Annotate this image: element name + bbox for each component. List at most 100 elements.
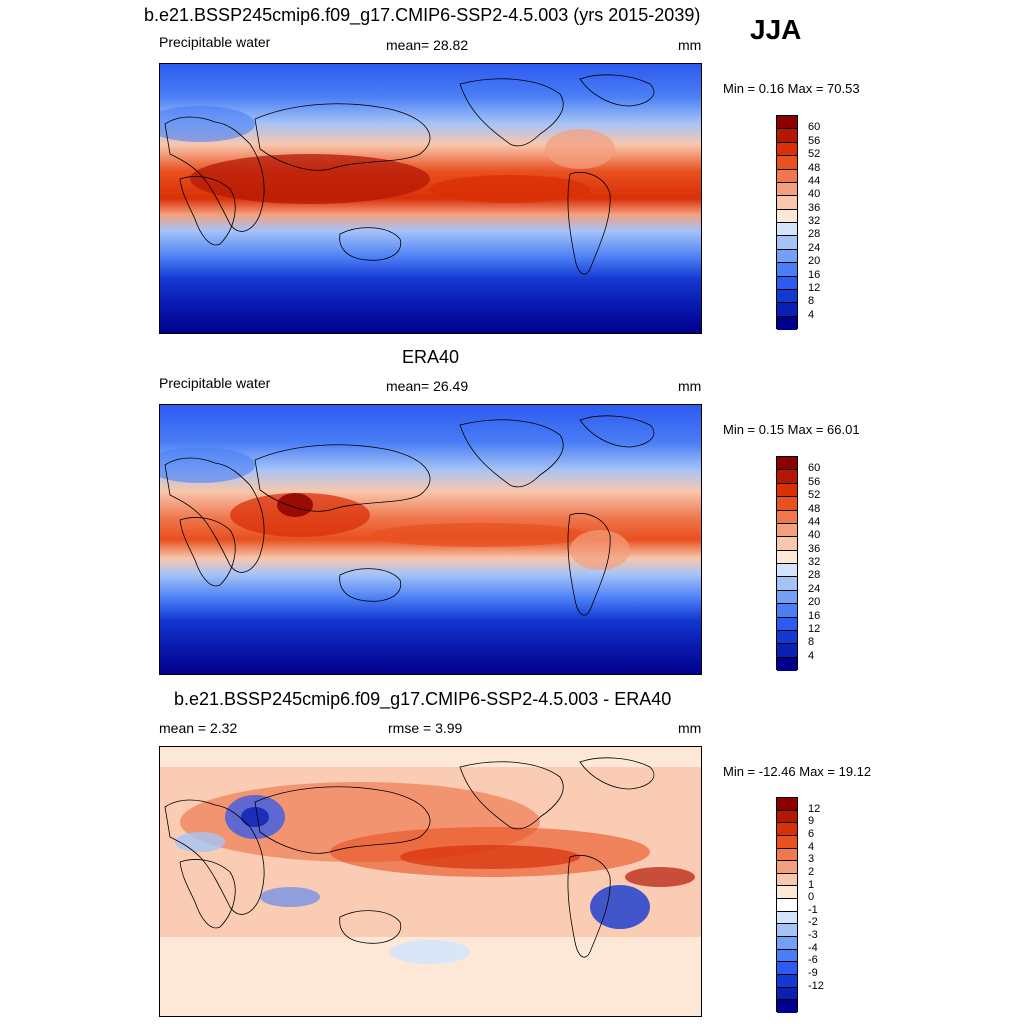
- colorbar-segment: [777, 617, 797, 631]
- panel1-mean-label: mean= 28.82: [386, 37, 469, 53]
- colorbar-segment: [777, 483, 797, 498]
- colorbar-tick-label: 24: [808, 582, 821, 595]
- colorbar-segment: [777, 510, 797, 524]
- colorbar-segment: [777, 657, 797, 671]
- colorbar-tick-label: 12: [808, 281, 821, 294]
- colorbar-segment: [777, 810, 797, 824]
- panel2-colorbar: [776, 456, 798, 671]
- colorbar-tick-label: 40: [808, 188, 821, 201]
- colorbar-tick-label: 48: [808, 161, 821, 174]
- colorbar-tick-label: 9: [808, 815, 815, 828]
- colorbar-segment: [777, 899, 797, 912]
- colorbar-tick-label: 12: [808, 622, 821, 635]
- colorbar-segment: [777, 886, 797, 900]
- colorbar-tick-label: -4: [808, 941, 818, 954]
- panel3-coastlines: [164, 757, 655, 958]
- colorbar-segment: [777, 937, 797, 950]
- colorbar-segment: [777, 962, 797, 975]
- colorbar-tick-label: 56: [808, 134, 821, 147]
- colorbar-segment: [777, 457, 797, 471]
- colorbar-tick-label: 40: [808, 529, 821, 542]
- colorbar-segment: [777, 564, 797, 578]
- colorbar-segment: [777, 142, 797, 157]
- colorbar-segment: [777, 949, 797, 963]
- panel1-colorbar: [776, 115, 798, 330]
- colorbar-segment: [777, 316, 797, 330]
- colorbar-tick-label: 8: [808, 636, 815, 649]
- colorbar-segment: [777, 861, 797, 874]
- colorbar-tick-label: 56: [808, 475, 821, 488]
- panel3-colorbar: [776, 797, 798, 1013]
- colorbar-tick-label: 48: [808, 502, 821, 515]
- colorbar-segment: [777, 289, 797, 304]
- colorbar-segment: [777, 873, 797, 887]
- panel1-coastlines: [164, 74, 655, 275]
- colorbar-tick-label: 20: [808, 596, 821, 609]
- colorbar-segment: [777, 182, 797, 197]
- colorbar-segment: [777, 848, 797, 862]
- colorbar-tick-label: 4: [808, 308, 815, 321]
- colorbar-segment: [777, 550, 797, 564]
- colorbar-tick-label: -9: [808, 967, 818, 980]
- colorbar-segment: [777, 276, 797, 290]
- colorbar-tick-label: 2: [808, 865, 815, 878]
- colorbar-segment: [777, 196, 797, 210]
- colorbar-segment: [777, 263, 797, 277]
- panel1-units-label: mm: [678, 37, 702, 53]
- panel3-units-label: mm: [678, 720, 702, 736]
- colorbar-tick-label: -12: [808, 979, 824, 992]
- colorbar-tick-label: 12: [808, 802, 821, 815]
- colorbar-tick-label: 8: [808, 295, 815, 308]
- panel2-variable-label: Precipitable water: [159, 375, 271, 391]
- colorbar-segment: [777, 223, 797, 237]
- panel2-map: [159, 404, 702, 675]
- colorbar-segment: [777, 590, 797, 605]
- colorbar-segment: [777, 823, 797, 836]
- colorbar-tick-label: 6: [808, 827, 815, 840]
- colorbar-tick-label: -2: [808, 916, 818, 929]
- colorbar-segment: [777, 577, 797, 591]
- colorbar-segment: [777, 209, 797, 223]
- panel2-minmax-label: Min = 0.15 Max = 66.01: [723, 422, 860, 437]
- colorbar-tick-label: -6: [808, 954, 818, 967]
- colorbar-tick-label: 4: [808, 840, 815, 853]
- colorbar-tick-label: -3: [808, 929, 818, 942]
- colorbar-segment: [777, 497, 797, 511]
- colorbar-segment: [777, 236, 797, 250]
- colorbar-tick-label: 32: [808, 215, 821, 227]
- panel3-minmax-label: Min = -12.46 Max = 19.12: [723, 764, 872, 779]
- colorbar-segment: [777, 911, 797, 925]
- colorbar-segment: [777, 156, 797, 170]
- colorbar-segment: [777, 470, 797, 484]
- colorbar-segment: [777, 987, 797, 1001]
- colorbar-tick-label: 60: [808, 121, 821, 134]
- colorbar-segment: [777, 1000, 797, 1013]
- colorbar-tick-label: 16: [808, 609, 821, 622]
- panel2-units-label: mm: [678, 378, 702, 394]
- colorbar-segment: [777, 523, 797, 538]
- colorbar-tick-label: 20: [808, 255, 821, 268]
- colorbar-tick-label: 36: [808, 201, 821, 214]
- colorbar-segment: [777, 644, 797, 658]
- colorbar-segment: [777, 630, 797, 645]
- colorbar-tick-label: 1: [808, 878, 815, 891]
- colorbar-tick-label: 36: [808, 542, 821, 555]
- colorbar-tick-label: 52: [808, 489, 821, 502]
- panel3-rmse-label: rmse = 3.99: [388, 720, 463, 736]
- panel3-map: [159, 746, 702, 1017]
- colorbar-segment: [777, 974, 797, 988]
- panel1-minmax-label: Min = 0.16 Max = 70.53: [723, 81, 860, 96]
- colorbar-tick-label: 16: [808, 268, 821, 281]
- colorbar-segment: [777, 924, 797, 938]
- colorbar-segment: [777, 249, 797, 264]
- colorbar-tick-label: 0: [808, 891, 815, 904]
- colorbar-tick-label: 32: [808, 556, 821, 568]
- colorbar-segment: [777, 303, 797, 317]
- season-label: JJA: [750, 14, 802, 45]
- colorbar-segment: [777, 169, 797, 183]
- colorbar-tick-label: 52: [808, 148, 821, 161]
- panel2-title: ERA40: [402, 347, 460, 367]
- colorbar-tick-label: 28: [808, 228, 821, 241]
- colorbar-tick-label: -1: [808, 903, 818, 916]
- panel1-title: b.e21.BSSP245cmip6.f09_g17.CMIP6-SSP2-4.…: [144, 5, 701, 25]
